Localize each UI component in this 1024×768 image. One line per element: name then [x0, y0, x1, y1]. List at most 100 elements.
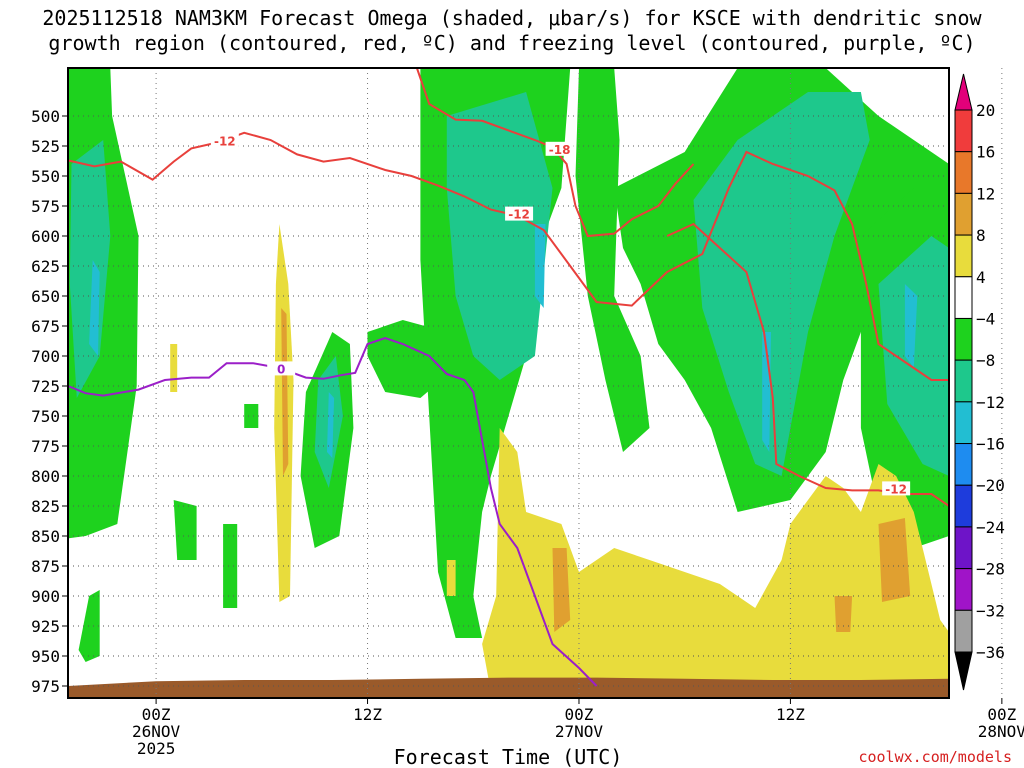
contour-label-bg-3: [882, 481, 911, 496]
omega-region-early-teal-column: [69, 140, 111, 398]
x-tick-label-h12: 12Z: [353, 705, 382, 724]
plot-frame: [67, 67, 950, 699]
omega-region-orange-lower-3: [834, 596, 853, 632]
colorbar-cap-bottom: [954, 651, 973, 691]
colorbar-bin-4: [954, 276, 973, 319]
y-tick-label-525: 525: [31, 137, 60, 156]
colorbar-label-7: −12: [976, 393, 1005, 412]
omega-region-orange-lower-2: [878, 518, 911, 602]
colorbar-label-6: −8: [976, 351, 995, 370]
colorbar: 20 16 12 8 4 −4 −8 −12 −16 −20 −24 −28 −32 −36: [954, 73, 1005, 691]
omega-region-main-teal-block: [693, 92, 870, 476]
contours: -12 -18 -12 -12 0: [67, 67, 950, 687]
chart-title-line1: 2025112518 NAM3KM Forecast Omega (shaded…: [42, 6, 982, 30]
colorbar-label-3: 8: [976, 226, 986, 245]
omega-region-green-patch-2: [223, 524, 238, 608]
y-tick-label-825: 825: [31, 497, 60, 516]
colorbar-bin-12: [954, 609, 973, 653]
omega-region-big-00z-teal: [446, 92, 553, 380]
y-tick-label-900: 900: [31, 587, 60, 606]
contour-label-2: -12: [508, 208, 530, 222]
contour-label-4: 0: [277, 362, 285, 376]
x-axis-label: Forecast Time (UTC): [394, 745, 623, 768]
omega-region-midday-blue: [327, 392, 335, 458]
contour-label-3: -12: [885, 482, 907, 496]
omega-region-green-patch-3: [244, 404, 259, 428]
omega-region-yellow-dot-3: [446, 560, 456, 596]
omega-region-big-00z-blue: [534, 224, 546, 308]
y-tick-label-850: 850: [31, 527, 60, 546]
colorbar-bin-2: [954, 192, 973, 236]
omega-region-yellow-dot-2: [170, 344, 178, 392]
y-tick-label-775: 775: [31, 437, 60, 456]
colorbar-bin-8: [954, 443, 973, 486]
colorbar-label-1: 16: [976, 143, 995, 162]
colorbar-bin-10: [954, 526, 973, 570]
y-tick-label-500: 500: [31, 107, 60, 126]
colorbar-bin-0: [954, 109, 973, 153]
colorbar-label-0: 20: [976, 101, 995, 120]
colorbar-label-8: −16: [976, 435, 1005, 454]
contour-label-bg-0: [210, 133, 239, 148]
x-tick-date-h24: 27NOV: [555, 722, 604, 741]
colorbar-label-12: −32: [976, 601, 1005, 620]
contour-label-bg-1: [545, 141, 574, 156]
colorbar-label-4: 4: [976, 268, 986, 287]
colorbar-label-5: −4: [976, 309, 995, 328]
y-tick-label-625: 625: [31, 257, 60, 276]
y-tick-label-800: 800: [31, 467, 60, 486]
omega-region-orange-lower-1: [552, 548, 571, 632]
zero-degree-line: [67, 336, 598, 687]
y-tick-label-925: 925: [31, 617, 60, 636]
omega-shading: [68, 68, 949, 698]
x-tick-label-h0: 00Z: [142, 705, 171, 724]
omega-region-post-00z-green: [575, 68, 650, 452]
colorbar-bin-7: [954, 401, 973, 445]
y-tick-label-875: 875: [31, 557, 60, 576]
y-tick-label-725: 725: [31, 377, 60, 396]
omega-region-yellow-lower-main: [482, 428, 949, 692]
credit-text: coolwx.com/models: [858, 748, 1012, 766]
colorbar-bin-9: [954, 484, 973, 528]
chart-title-line2: growth region (contoured, red, ºC) and f…: [48, 31, 975, 55]
isotherm-minus-18: [415, 67, 695, 238]
y-tick-label-600: 600: [31, 227, 60, 246]
y-tick-label-950: 950: [31, 647, 60, 666]
contour-label-0: -12: [214, 134, 236, 148]
colorbar-bin-1: [954, 151, 973, 194]
omega-region-right-blue: [904, 284, 918, 368]
y-tick-label-750: 750: [31, 407, 60, 426]
colorbar-label-13: −36: [976, 643, 1005, 662]
colorbar-cap-top: [954, 73, 973, 111]
omega-region-orange-spike-1: [281, 308, 289, 476]
x-tick-label-h48: 00Z: [987, 705, 1016, 724]
x-tick-label-h24: 00Z: [565, 705, 594, 724]
x-tick-label-h36: 12Z: [776, 705, 805, 724]
y-tick-label-575: 575: [31, 197, 60, 216]
omega-region-small-green-bottom-left: [78, 590, 100, 662]
x-tick-year-h0: 2025: [137, 739, 176, 758]
colorbar-bin-5: [954, 317, 973, 361]
colorbar-label-2: 12: [976, 184, 995, 203]
y-tick-label-650: 650: [31, 287, 60, 306]
colorbar-bin-3: [954, 234, 973, 278]
y-tick-label-675: 675: [31, 317, 60, 336]
y-tick-label-550: 550: [31, 167, 60, 186]
x-tick-date-h48: 28NOV: [978, 722, 1024, 741]
y-tick-label-700: 700: [31, 347, 60, 366]
terrain-surface: [68, 677, 949, 698]
colorbar-label-11: −28: [976, 560, 1005, 579]
omega-region-early-blue-core: [89, 260, 100, 356]
colorbar-label-10: −24: [976, 518, 1005, 537]
y-axis: 500 525 550 575 600 625 650 675 700 725 750 775 800 8…: [31, 107, 68, 696]
y-tick-label-975: 975: [31, 677, 60, 696]
contour-label-1: -18: [549, 143, 571, 157]
contour-label-bg-4: [267, 361, 296, 376]
x-tick-date-h0: 26NOV: [132, 722, 181, 741]
contour-label-bg-2: [505, 206, 534, 221]
colorbar-label-9: −20: [976, 476, 1005, 495]
colorbar-bin-6: [954, 359, 973, 403]
colorbar-bin-11: [954, 568, 973, 611]
